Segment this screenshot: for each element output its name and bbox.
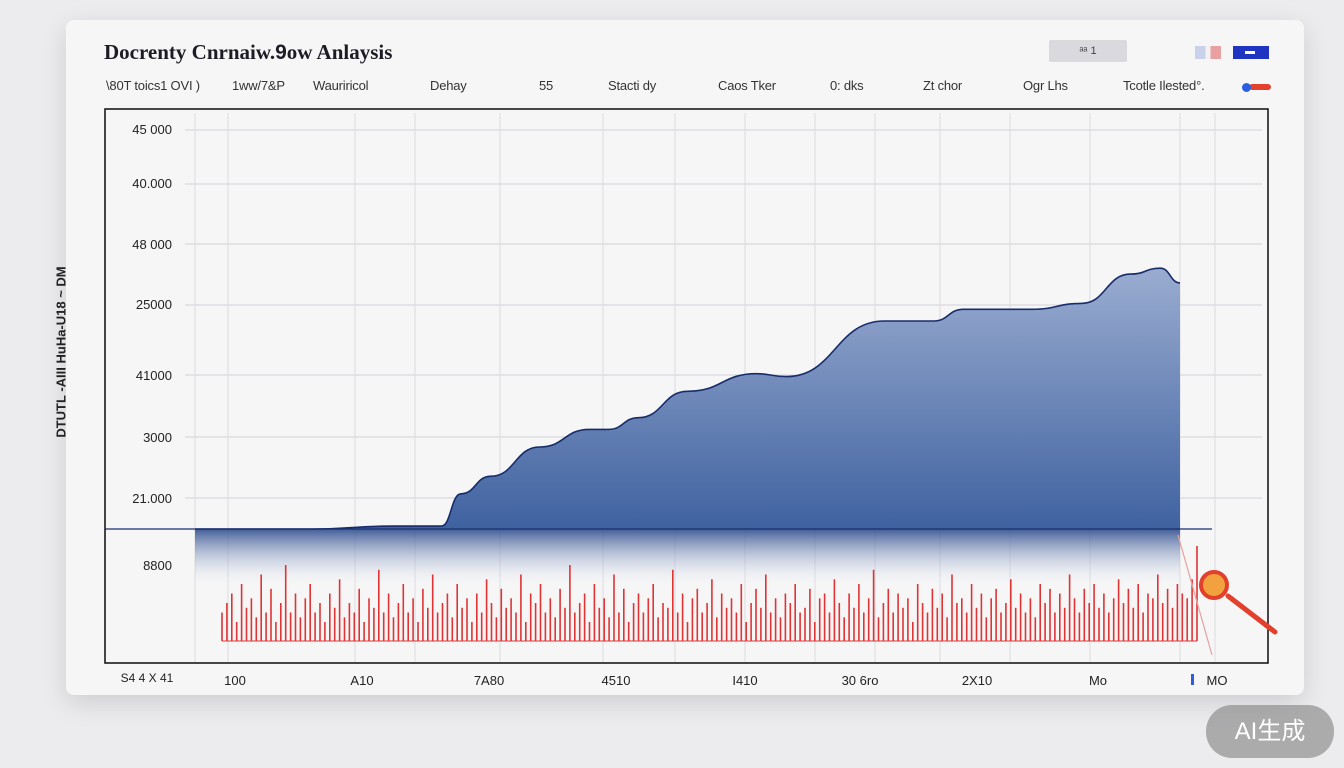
x-tick-label: 30 6ro — [842, 673, 879, 688]
header-label: Caos Tker — [718, 78, 776, 93]
y-tick-label: 48 000 — [132, 237, 172, 252]
header-label: Ogr Lhs — [1023, 78, 1068, 93]
flag-icon[interactable] — [1195, 46, 1221, 59]
corner-label: S4 4 X 41 — [121, 671, 174, 685]
x-tick-label: Mo — [1089, 673, 1107, 688]
header-label: 1ww/7&P — [232, 78, 285, 93]
legend-icon[interactable] — [1242, 81, 1272, 93]
x-tick-label: 100 — [224, 673, 246, 688]
header-label: 55 — [539, 78, 554, 93]
header-label: Dehay — [430, 78, 467, 93]
header-label: Zt chor — [923, 78, 963, 93]
header-label: \80T toics1 OVI ) — [106, 78, 200, 93]
x-tick-label: I410 — [732, 673, 757, 688]
header-label: Wauriricol — [313, 78, 369, 93]
y-tick-label: 41000 — [136, 368, 172, 383]
y-tick-label: 40.000 — [132, 176, 172, 191]
area-reflection — [195, 529, 1180, 589]
header-label: Tcotle Ilested°. — [1123, 78, 1205, 93]
area-fill — [195, 268, 1180, 529]
watermark-badge: AI生成 — [1206, 705, 1334, 758]
flag-icon[interactable] — [1233, 46, 1269, 59]
marker-handle — [1225, 593, 1278, 635]
chart-title: Docrenty Cnrnaiw.9ow Anlaysis — [104, 40, 393, 64]
x-tick-label: 2X10 — [962, 673, 992, 688]
y-tick-label: 21.000 — [132, 491, 172, 506]
y-tick-label: 3000 — [143, 430, 172, 445]
x-tick-label: MO — [1207, 673, 1228, 688]
legend-marker — [1191, 674, 1194, 685]
area-line — [195, 267, 1181, 530]
y-tick-label: 8800 — [143, 558, 172, 573]
x-tick-label: A10 — [350, 673, 373, 688]
x-tick-label: 4510 — [602, 673, 631, 688]
header-label: 0: dks — [830, 78, 864, 93]
x-tick-label: 7A80 — [474, 673, 504, 688]
header-row: \80T toics1 OVI ) 1ww/7&P Wauriricol Deh… — [0, 78, 1344, 96]
toolbar-pill-button[interactable]: ᵃᵃ 1 — [1049, 40, 1127, 62]
marker-icon — [1199, 570, 1229, 600]
header-label: Stacti dy — [608, 78, 657, 93]
marker-guide — [1177, 534, 1213, 656]
y-tick-label: 45 000 — [132, 122, 172, 137]
y-tick-label: 25000 — [136, 297, 172, 312]
plot-frame — [104, 108, 1269, 664]
